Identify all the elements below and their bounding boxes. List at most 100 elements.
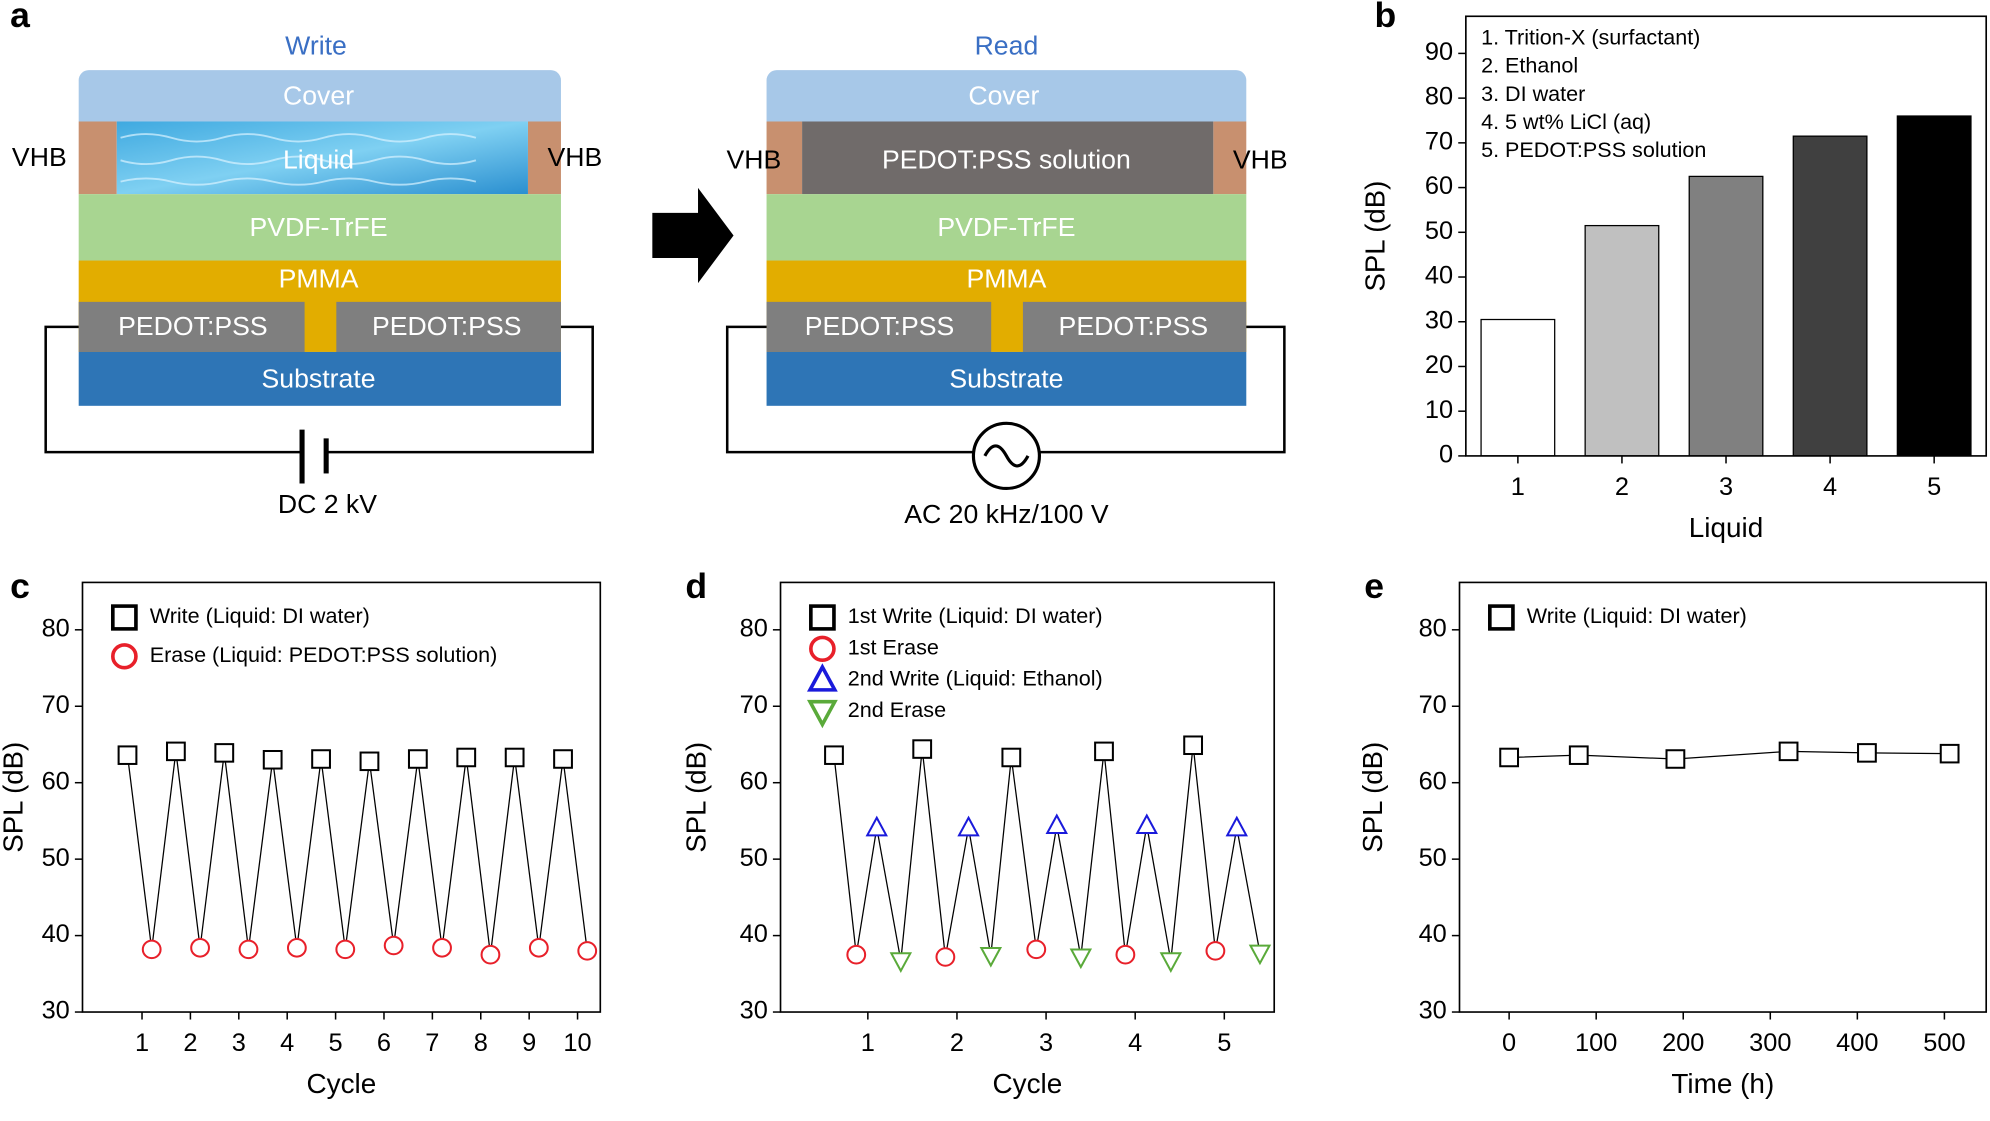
panel-label: d (685, 567, 707, 606)
x-tick-label: 1 (861, 1029, 875, 1057)
vhb (527, 121, 561, 195)
marker (553, 749, 573, 769)
x-tick-label: 500 (1923, 1029, 1965, 1057)
y-tick-label: 30 (1425, 307, 1453, 335)
marker (912, 739, 933, 759)
x-tick-label: 10 (563, 1029, 591, 1057)
marker (577, 941, 598, 961)
legend-marker (806, 699, 838, 729)
water-texture (120, 133, 477, 186)
x-tick-label: 3 (1719, 473, 1733, 501)
pvdf-layer (766, 194, 1247, 261)
y-tick-label: 50 (42, 844, 70, 872)
legend-label: 2nd Erase (848, 698, 946, 722)
layer-label: Cover (283, 81, 354, 111)
legend-label: Write (Liquid: DI water) (1527, 604, 1747, 628)
x-tick-label: 8 (474, 1029, 488, 1057)
cover-layer (766, 70, 1247, 122)
device-title: Write (285, 31, 347, 61)
y-axis-label: SPL (dB) (680, 742, 711, 853)
cover-layer (78, 70, 561, 122)
bar (1688, 175, 1764, 457)
series-line (833, 745, 1261, 961)
y-axis-label: SPL (dB) (0, 742, 29, 853)
annotation: 1. Trition-X (surfactant) (1481, 26, 1700, 50)
bar (1480, 318, 1556, 457)
liquid-layer (802, 121, 1214, 195)
x-tick-label: 7 (425, 1029, 439, 1057)
marker (1248, 944, 1272, 966)
marker (935, 947, 956, 967)
y-tick-label: 70 (740, 691, 768, 719)
marker (889, 952, 913, 973)
marker (1069, 948, 1093, 970)
marker (480, 944, 501, 965)
vhb (78, 121, 117, 195)
marker (1094, 741, 1114, 762)
y-tick-label: 40 (740, 920, 768, 948)
circuit-wire (44, 325, 594, 454)
marker (1183, 735, 1204, 756)
y-tick-label: 70 (1419, 691, 1447, 719)
layer-label: PEDOT:PSS (1059, 311, 1209, 341)
marker (979, 946, 1003, 968)
x-tick-label: 6 (377, 1029, 391, 1057)
y-tick-label: 0 (1439, 441, 1453, 469)
layer-label: PMMA (966, 264, 1046, 294)
y-tick-label: 30 (1419, 997, 1447, 1025)
y-tick-label: 70 (1425, 128, 1453, 156)
y-tick-label: 20 (1425, 351, 1453, 379)
vhb-label: VHB (726, 145, 781, 175)
plot-frame (1465, 15, 1988, 457)
marker (1115, 944, 1136, 965)
y-tick-label: 50 (1425, 217, 1453, 245)
x-tick-label: 2 (1615, 473, 1629, 501)
x-tick-label: 300 (1749, 1029, 1791, 1057)
marker (286, 938, 307, 958)
marker (528, 938, 549, 958)
marker (407, 749, 428, 769)
x-tick-label: 1 (1511, 473, 1525, 501)
legend-marker (1488, 604, 1515, 631)
panel-label: c (10, 567, 30, 606)
marker (1665, 749, 1686, 769)
x-tick-label: 5 (329, 1029, 343, 1057)
x-tick-label: 4 (1128, 1029, 1142, 1057)
y-tick-label: 80 (740, 615, 768, 643)
marker (1499, 747, 1520, 768)
plot-frame (779, 581, 1276, 1013)
x-tick-label: 9 (522, 1029, 536, 1057)
electrode (766, 301, 992, 352)
y-tick-label: 50 (740, 844, 768, 872)
y-tick-label: 10 (1425, 396, 1453, 424)
marker (117, 745, 138, 765)
marker (262, 749, 283, 770)
y-tick-label: 70 (42, 691, 70, 719)
electrode (78, 301, 305, 352)
panel-label: a (10, 0, 30, 35)
bar (1792, 135, 1868, 457)
plot-frame (1458, 581, 1988, 1013)
circuit-wire (725, 325, 1286, 454)
x-tick-label: 400 (1836, 1029, 1878, 1057)
marker (165, 741, 186, 762)
y-tick-label: 80 (42, 615, 70, 643)
layer-label: Substrate (262, 364, 376, 394)
annotation: 3. DI water (1481, 82, 1585, 106)
layer-label: PEDOT:PSS (372, 311, 522, 341)
legend-label: 2nd Write (Liquid: Ethanol) (848, 667, 1103, 691)
y-tick-label: 30 (740, 997, 768, 1025)
layer-label: PEDOT:PSS solution (882, 145, 1131, 175)
pvdf-layer (78, 194, 561, 261)
ac-symbol (983, 444, 1030, 468)
x-tick-label: 4 (1823, 473, 1837, 501)
write-device: Write Cover Liquid VHB VHB PVDF-TrFE PMM… (12, 31, 602, 519)
marker (432, 938, 452, 958)
marker (1159, 952, 1183, 973)
plot-frame (81, 581, 602, 1013)
panel-label: e (1364, 567, 1384, 606)
legend-marker (111, 604, 138, 631)
marker (359, 751, 380, 772)
x-tick-label: 0 (1502, 1029, 1516, 1057)
